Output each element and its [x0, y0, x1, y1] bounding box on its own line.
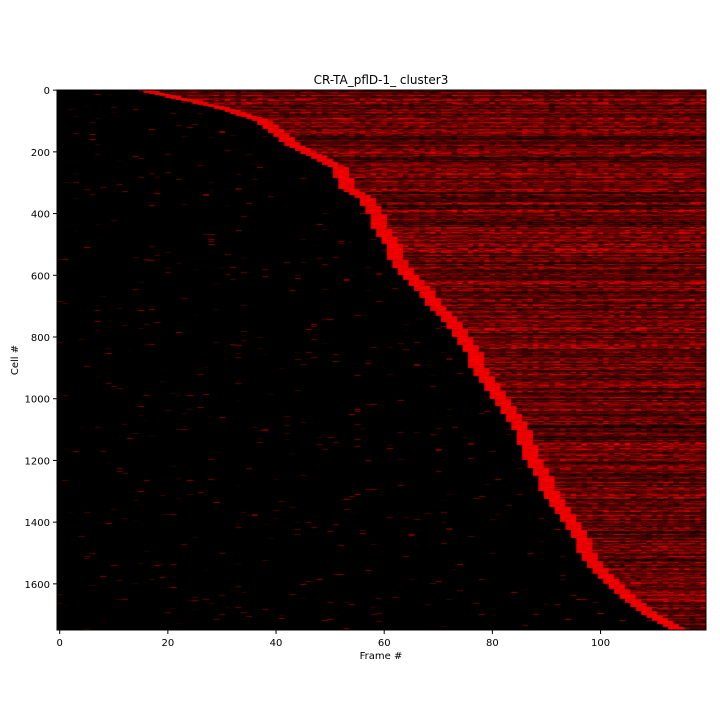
- x-tick-label: 100: [591, 638, 610, 649]
- x-axis: 0 20 40 60 80 100: [57, 630, 610, 649]
- chart-title: CR-TA_pflD-1_ cluster3: [314, 73, 449, 87]
- x-tick-label: 80: [486, 638, 499, 649]
- heatmap-image: [57, 90, 706, 630]
- y-tick-label: 1000: [25, 395, 50, 406]
- x-tick-label: 0: [57, 638, 63, 649]
- y-axis-label: Cell #: [10, 345, 21, 375]
- plot-frame: [56, 89, 707, 631]
- x-tick-label: 60: [378, 638, 391, 649]
- y-tick-label: 0: [44, 86, 50, 97]
- y-tick-label: 1600: [25, 580, 50, 591]
- x-tick-label: 20: [162, 638, 175, 649]
- y-tick-label: 1200: [25, 456, 50, 467]
- y-tick-label: 400: [31, 210, 50, 221]
- heatmap-plot-area: [57, 90, 706, 630]
- x-tick-label: 40: [270, 638, 283, 649]
- y-tick-label: 200: [31, 148, 50, 159]
- y-tick-label: 600: [31, 271, 50, 282]
- y-tick-label: 1400: [25, 518, 50, 529]
- y-axis: 0 200 400 600 800 1000 1200 1400 1600: [25, 86, 57, 591]
- x-axis-label: Frame #: [360, 651, 403, 662]
- y-tick-label: 800: [31, 333, 50, 344]
